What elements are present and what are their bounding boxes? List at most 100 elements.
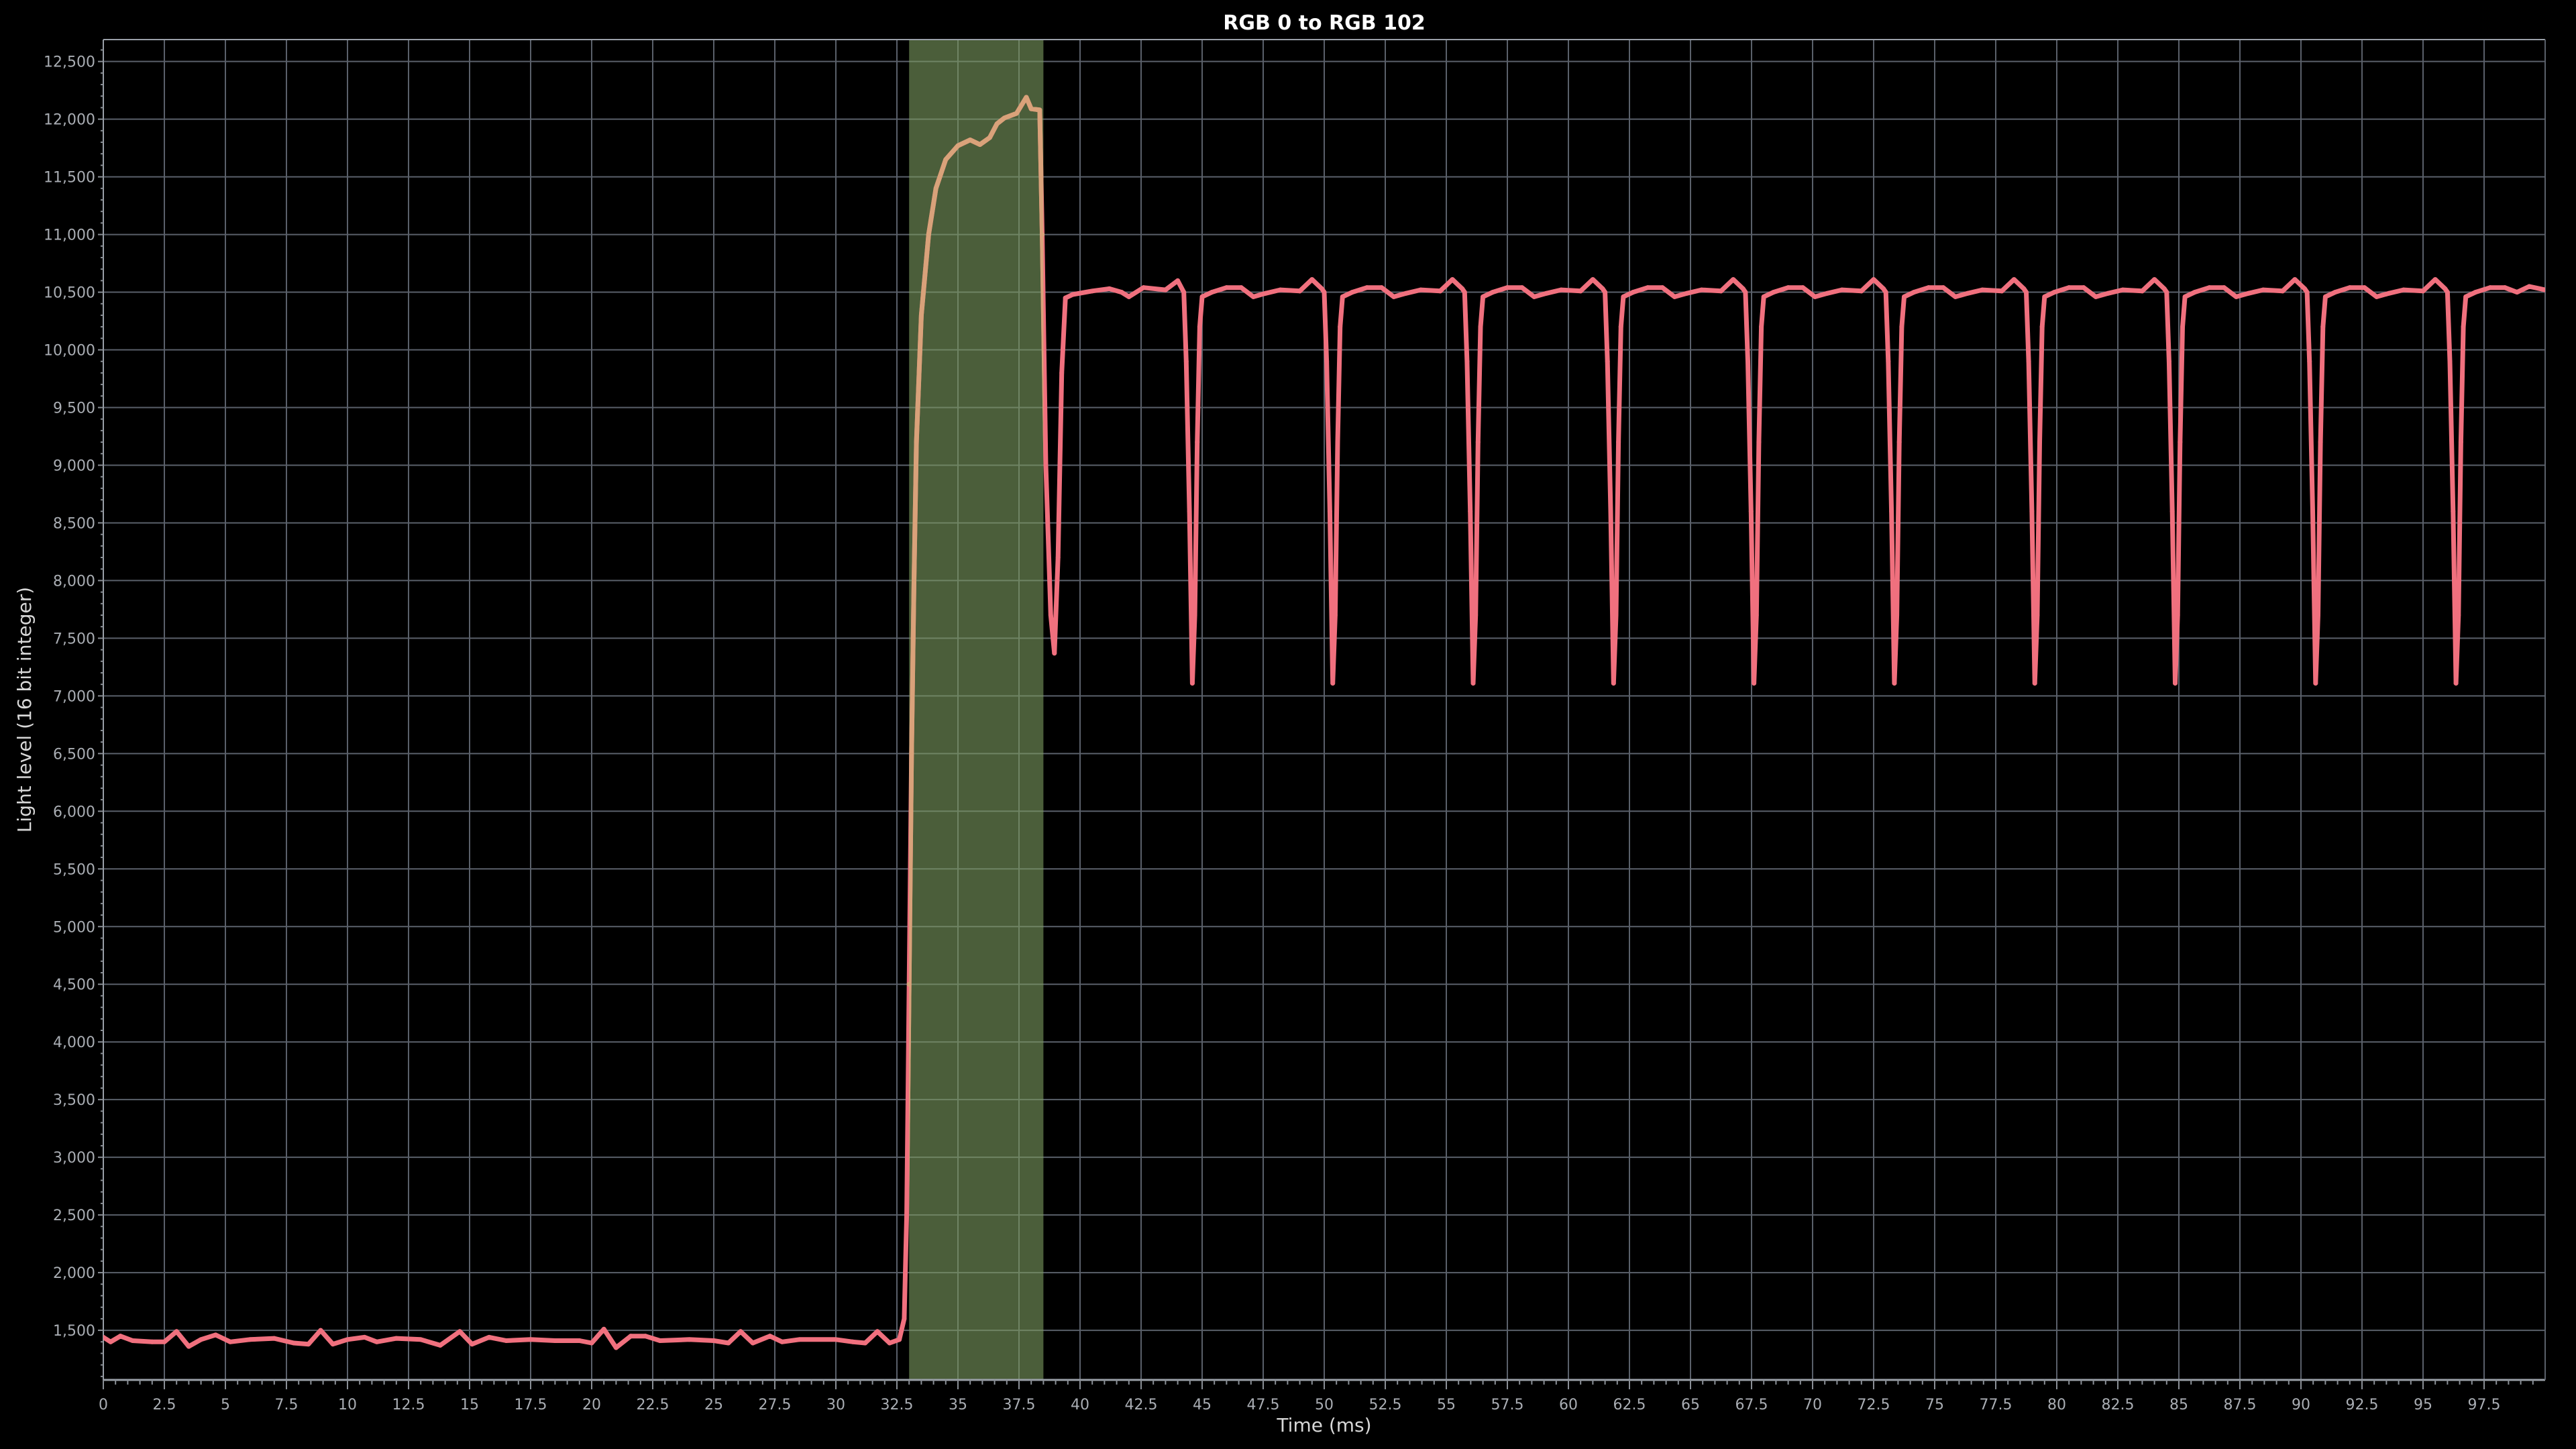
data-point bbox=[1297, 288, 1303, 294]
data-point bbox=[2011, 277, 2017, 282]
data-point bbox=[1460, 286, 1465, 291]
data-point bbox=[1163, 287, 1168, 292]
y-tick-label: 4,500 bbox=[53, 977, 95, 994]
data-point bbox=[2315, 612, 2320, 618]
data-point bbox=[1746, 359, 1751, 364]
data-point bbox=[589, 1340, 594, 1346]
data-point bbox=[1043, 462, 1049, 468]
data-point bbox=[1871, 277, 1876, 282]
x-tick-label: 67.5 bbox=[1735, 1397, 1768, 1413]
data-point bbox=[1024, 95, 1029, 100]
data-point bbox=[1771, 290, 1776, 295]
x-tick-label: 20 bbox=[582, 1397, 601, 1413]
data-point bbox=[1181, 290, 1187, 295]
data-point bbox=[1896, 439, 1902, 445]
data-point bbox=[2175, 612, 2180, 618]
x-tick-label: 57.5 bbox=[1491, 1397, 1524, 1413]
data-point bbox=[2362, 285, 2367, 290]
data-point bbox=[1754, 612, 1759, 618]
data-point bbox=[2310, 508, 2315, 514]
y-tick-label: 8,500 bbox=[53, 515, 95, 532]
data-point bbox=[2066, 285, 2072, 290]
data-point bbox=[1055, 555, 1061, 560]
data-point bbox=[457, 1329, 462, 1334]
data-point bbox=[1603, 290, 1608, 295]
data-point bbox=[1999, 288, 2004, 294]
data-point bbox=[1899, 324, 1904, 329]
x-tick-label: 72.5 bbox=[1858, 1397, 1890, 1413]
data-point bbox=[902, 1316, 907, 1322]
data-point bbox=[486, 1334, 492, 1340]
data-point bbox=[162, 1339, 167, 1344]
data-point bbox=[1941, 285, 1946, 290]
data-point bbox=[1756, 439, 1762, 445]
x-tick-label: 15 bbox=[460, 1397, 479, 1413]
data-point bbox=[1965, 290, 1970, 296]
data-point bbox=[1250, 294, 1256, 299]
data-point bbox=[2304, 290, 2310, 295]
data-point bbox=[2487, 285, 2493, 290]
data-point bbox=[2051, 290, 2057, 295]
data-point bbox=[2039, 324, 2045, 329]
data-point bbox=[1197, 324, 1202, 329]
x-tick-label: 7.5 bbox=[275, 1397, 299, 1413]
data-point bbox=[1070, 292, 1075, 297]
data-point bbox=[1490, 290, 1495, 295]
data-point bbox=[2164, 290, 2169, 295]
data-point bbox=[577, 1338, 582, 1344]
data-point bbox=[2463, 294, 2469, 299]
data-point bbox=[1660, 285, 1665, 290]
data-point bbox=[1613, 612, 1619, 618]
y-tick-label: 10,000 bbox=[44, 343, 95, 360]
y-tick-label: 9,500 bbox=[53, 400, 95, 417]
data-point bbox=[1403, 290, 1409, 296]
y-tick-label: 11,500 bbox=[44, 170, 95, 186]
data-point bbox=[1063, 295, 1068, 301]
data-point bbox=[1126, 294, 1132, 299]
data-point bbox=[2042, 294, 2047, 299]
x-axis-ticks: 0 2.5 5 7.5 10 12.5 15 17.5 20 22.5 25 27.5 30 32.5 35… bbox=[99, 1380, 2534, 1413]
data-point bbox=[1611, 680, 1616, 686]
data-point bbox=[1740, 286, 1746, 291]
data-point bbox=[906, 981, 912, 987]
data-point bbox=[1475, 439, 1481, 445]
data-point bbox=[1192, 612, 1197, 618]
data-point bbox=[213, 1332, 218, 1338]
y-tick-label: 2,000 bbox=[53, 1265, 95, 1282]
data-point bbox=[2292, 277, 2298, 282]
data-point bbox=[1889, 508, 1894, 514]
data-point bbox=[2261, 287, 2266, 292]
data-point bbox=[2178, 439, 2183, 445]
data-point bbox=[1187, 508, 1192, 514]
data-point bbox=[1800, 285, 1805, 290]
data-point bbox=[1600, 286, 1605, 291]
data-point bbox=[977, 142, 983, 147]
x-tick-label: 5 bbox=[221, 1397, 230, 1413]
y-tick-label: 5,000 bbox=[53, 919, 95, 936]
data-point bbox=[943, 157, 949, 162]
data-point bbox=[2514, 290, 2520, 295]
x-tick-label: 45 bbox=[1193, 1397, 1212, 1413]
data-point bbox=[2401, 287, 2406, 292]
data-point bbox=[933, 186, 938, 191]
data-point bbox=[2420, 288, 2426, 294]
data-point bbox=[2458, 439, 2463, 445]
data-point bbox=[2451, 508, 2456, 514]
x-axis-label: Time (ms) bbox=[1276, 1414, 1371, 1436]
x-tick-label: 25 bbox=[704, 1397, 723, 1413]
data-point bbox=[1902, 294, 1907, 299]
data-point bbox=[1473, 612, 1479, 618]
data-point bbox=[1464, 359, 1470, 364]
data-point bbox=[850, 1339, 855, 1344]
data-point bbox=[1645, 285, 1650, 290]
data-point bbox=[1468, 508, 1473, 514]
data-point bbox=[1630, 290, 1635, 295]
data-point bbox=[2347, 285, 2353, 290]
data-point bbox=[2037, 439, 2043, 445]
data-point bbox=[1028, 106, 1034, 111]
data-point bbox=[909, 751, 914, 756]
data-point bbox=[374, 1339, 380, 1344]
data-point bbox=[687, 1337, 692, 1342]
